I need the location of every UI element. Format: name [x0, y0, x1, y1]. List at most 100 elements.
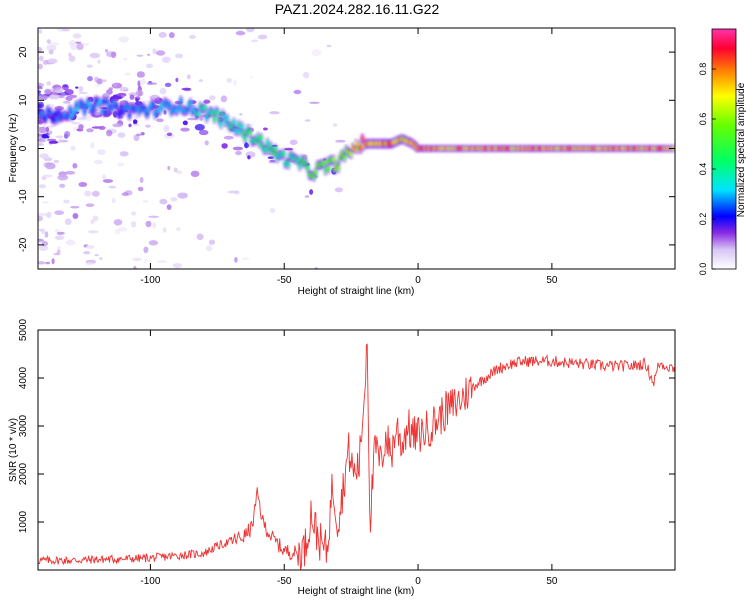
noise-blob	[172, 262, 183, 269]
noise-blob	[119, 151, 129, 157]
noise-blob	[326, 44, 332, 48]
noise-blob	[158, 32, 167, 38]
ridge-core	[259, 135, 264, 141]
noise-blob	[135, 98, 139, 102]
noise-blob	[233, 79, 237, 87]
noise-blob	[164, 82, 172, 87]
ridge-core	[167, 102, 172, 108]
y-tick-label: 10	[18, 94, 29, 106]
x-tick-label: -50	[277, 576, 292, 587]
noise-blob	[86, 128, 94, 133]
noise-blob	[205, 245, 213, 252]
noise-blob	[223, 135, 234, 140]
noise-blob	[38, 55, 44, 62]
snr-plot-area	[38, 330, 675, 570]
noise-blob	[189, 35, 196, 39]
x-tick-label: 50	[546, 576, 558, 587]
noise-blob	[85, 262, 94, 266]
noise-blob	[170, 197, 178, 202]
y-tick-label: -20	[18, 237, 29, 252]
noise-blob	[87, 230, 99, 234]
x-tick-label: -50	[277, 275, 292, 286]
noise-blob	[113, 219, 123, 226]
noise-blob	[149, 94, 161, 101]
noise-blob	[70, 145, 76, 151]
snr-series	[38, 343, 675, 570]
noise-blob	[119, 86, 129, 92]
noise-blob	[152, 222, 157, 229]
noise-blob	[61, 29, 70, 32]
colorbar-tick-label: 0.0	[698, 263, 708, 276]
noise-blob	[102, 179, 114, 183]
noise-blob	[335, 139, 346, 143]
ridge-core	[212, 116, 217, 122]
noise-blob	[47, 130, 53, 135]
noise-blob	[75, 86, 79, 89]
noise-blob	[129, 94, 135, 100]
noise-blob	[38, 46, 43, 53]
noise-blob	[180, 127, 190, 132]
ridge-core	[188, 100, 193, 106]
noise-blob	[38, 63, 43, 70]
noise-blob	[70, 44, 78, 51]
snr-frame	[37, 329, 676, 571]
ridge-core	[326, 166, 331, 172]
noise-blob	[46, 81, 52, 86]
noise-blob	[131, 221, 137, 228]
noise-blob	[64, 218, 72, 226]
noise-blob	[40, 228, 46, 235]
noise-blob	[139, 78, 146, 85]
noise-blob	[48, 140, 59, 144]
noise-blob	[111, 197, 116, 204]
noise-blob	[145, 124, 151, 128]
ridge-core	[44, 115, 48, 121]
noise-blob	[166, 204, 172, 211]
noise-blob	[146, 63, 153, 69]
noise-blob	[249, 75, 253, 79]
noise-blob	[155, 50, 166, 56]
noise-blob	[147, 53, 151, 56]
colorbar-tick-label: 0.8	[698, 63, 708, 76]
y-tick-label: 20	[18, 46, 29, 58]
noise-blob	[246, 28, 255, 33]
noise-blob	[239, 113, 243, 116]
noise-blob	[113, 83, 118, 87]
noise-blob	[94, 159, 103, 165]
noise-blob	[235, 150, 242, 156]
noise-blob	[63, 199, 70, 204]
ridge-core	[103, 109, 108, 115]
ridge-core	[196, 111, 201, 117]
noise-blob	[72, 213, 79, 219]
spectrogram-y-label: Frequency (Hz)	[8, 114, 19, 183]
noise-blob	[38, 215, 44, 222]
noise-blob	[133, 134, 140, 142]
noise-blob	[92, 215, 99, 222]
noise-blob	[118, 36, 130, 43]
noise-blob	[196, 233, 204, 241]
ridge-core	[273, 146, 278, 152]
noise-blob	[232, 146, 243, 151]
noise-blob	[62, 84, 69, 88]
noise-blob	[309, 101, 320, 105]
snr-y-label: SNR (10 * v/v)	[8, 418, 19, 482]
ridge-core	[203, 105, 207, 111]
ridge-core	[68, 106, 73, 112]
noise-blob	[143, 259, 148, 264]
noise-blob	[136, 71, 145, 78]
snr-panel: -100 -50 0 50 1000 2000 3000 4000 5000 Height o…	[8, 318, 676, 597]
noise-blob	[251, 39, 259, 43]
noise-blob	[190, 170, 200, 177]
figure-title: PAZ1.2024.282.16.11.G22	[275, 1, 440, 17]
noise-blob	[198, 79, 204, 82]
y-tick-label: 5000	[18, 318, 29, 341]
ridge-core	[243, 136, 248, 141]
noise-blob	[133, 265, 137, 269]
noise-blob	[72, 33, 82, 39]
noise-blob	[62, 100, 71, 104]
noise-blob	[46, 44, 57, 51]
noise-blob	[174, 53, 184, 59]
noise-blob	[76, 116, 88, 121]
noise-blob	[38, 143, 44, 146]
